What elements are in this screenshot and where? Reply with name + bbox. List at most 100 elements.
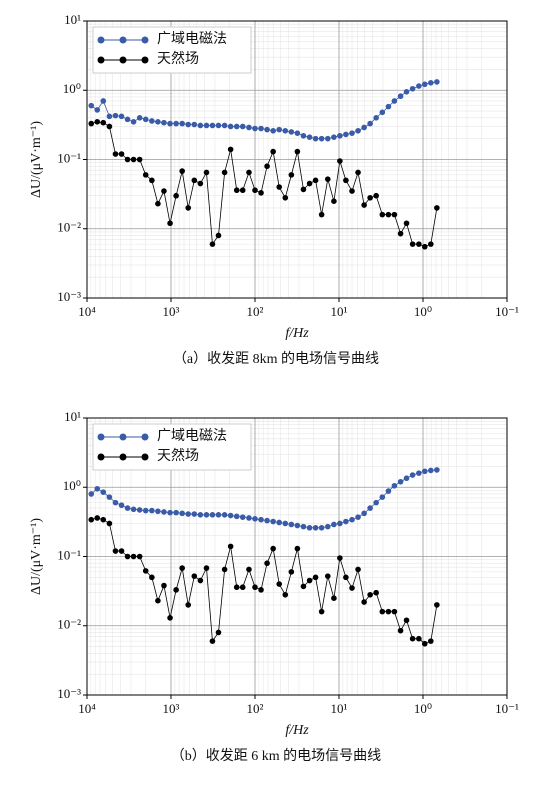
data-point xyxy=(258,190,264,196)
data-point xyxy=(397,230,404,237)
data-point xyxy=(276,126,283,133)
x-tick-label: 10¹ xyxy=(331,304,348,319)
data-point xyxy=(191,177,198,184)
legend-marker xyxy=(141,56,149,64)
data-point xyxy=(94,119,101,125)
legend-label: 天然场 xyxy=(157,447,199,464)
data-point xyxy=(142,116,149,123)
data-point xyxy=(282,520,289,527)
data-point xyxy=(409,85,416,92)
data-point xyxy=(179,510,185,517)
legend-marker xyxy=(97,453,105,461)
data-point xyxy=(331,595,337,601)
data-point xyxy=(233,123,240,130)
data-point xyxy=(258,125,264,132)
data-point xyxy=(270,545,276,552)
y-tick-label: 10⁻¹ xyxy=(57,547,81,562)
data-point xyxy=(379,211,386,218)
y-tick-label: 10⁰ xyxy=(63,81,81,96)
data-point xyxy=(88,491,95,497)
data-point xyxy=(239,514,246,520)
y-tick-label: 10⁻³ xyxy=(57,686,81,701)
data-point xyxy=(209,638,216,644)
data-point xyxy=(227,543,234,550)
data-point xyxy=(385,103,392,110)
data-point xyxy=(112,151,119,157)
data-point xyxy=(215,232,222,239)
x-tick-label: 10³ xyxy=(163,304,180,319)
data-point xyxy=(349,585,355,591)
data-point xyxy=(397,478,404,485)
data-point xyxy=(167,615,173,621)
data-point xyxy=(252,187,258,194)
y-tick-label: 10⁰ xyxy=(63,478,81,493)
x-tick-label: 10⁴ xyxy=(78,304,96,319)
data-point xyxy=(288,129,295,135)
data-point xyxy=(227,512,234,519)
data-point xyxy=(88,102,95,109)
data-point xyxy=(136,156,143,163)
data-point xyxy=(379,494,386,500)
data-point xyxy=(312,177,319,184)
data-point xyxy=(300,186,307,193)
data-point xyxy=(276,581,283,587)
data-point xyxy=(221,512,228,518)
data-point xyxy=(306,180,313,187)
data-point xyxy=(318,608,325,615)
data-point xyxy=(385,608,392,615)
data-point xyxy=(300,583,307,590)
data-point xyxy=(100,98,107,104)
data-point xyxy=(391,482,398,489)
data-point xyxy=(355,169,361,176)
data-point xyxy=(421,468,428,475)
data-point xyxy=(385,211,392,218)
data-point xyxy=(221,169,228,176)
data-point xyxy=(270,148,276,155)
x-axis-label: f/Hz xyxy=(285,723,309,738)
data-point xyxy=(94,107,101,113)
data-point xyxy=(88,120,95,127)
data-point xyxy=(373,115,379,121)
y-tick-label: 10⁻² xyxy=(57,617,81,632)
data-point xyxy=(312,524,319,531)
data-point xyxy=(264,163,270,170)
data-point xyxy=(300,523,307,530)
data-point xyxy=(130,119,137,125)
data-point xyxy=(167,509,173,516)
data-point xyxy=(337,555,343,561)
series-line xyxy=(91,81,437,140)
data-point xyxy=(136,507,143,513)
x-axis-label: f/Hz xyxy=(285,326,309,341)
data-point xyxy=(179,120,185,127)
data-point xyxy=(282,591,289,598)
data-point xyxy=(197,512,204,518)
data-point xyxy=(167,220,173,227)
data-point xyxy=(434,79,440,85)
data-point xyxy=(367,505,373,511)
data-point xyxy=(252,584,258,591)
data-point xyxy=(349,188,355,194)
data-point xyxy=(331,134,337,140)
data-point xyxy=(94,485,101,492)
data-point xyxy=(203,169,210,176)
data-point xyxy=(428,638,434,644)
data-point xyxy=(294,130,301,136)
data-point xyxy=(337,132,343,139)
data-point xyxy=(215,512,222,518)
y-tick-label: 10⁻¹ xyxy=(57,150,81,165)
data-point xyxy=(343,177,349,184)
data-point xyxy=(294,148,301,155)
data-point xyxy=(331,521,337,528)
data-point xyxy=(258,587,264,593)
data-point xyxy=(209,122,216,129)
data-point xyxy=(209,512,216,518)
data-point xyxy=(233,584,240,591)
data-point xyxy=(124,156,131,163)
data-point xyxy=(185,602,192,608)
data-point xyxy=(264,126,270,133)
data-point xyxy=(155,597,161,604)
data-point xyxy=(276,184,283,190)
data-point xyxy=(403,88,410,95)
x-tick-label: 10³ xyxy=(163,701,180,716)
data-point xyxy=(197,122,204,129)
